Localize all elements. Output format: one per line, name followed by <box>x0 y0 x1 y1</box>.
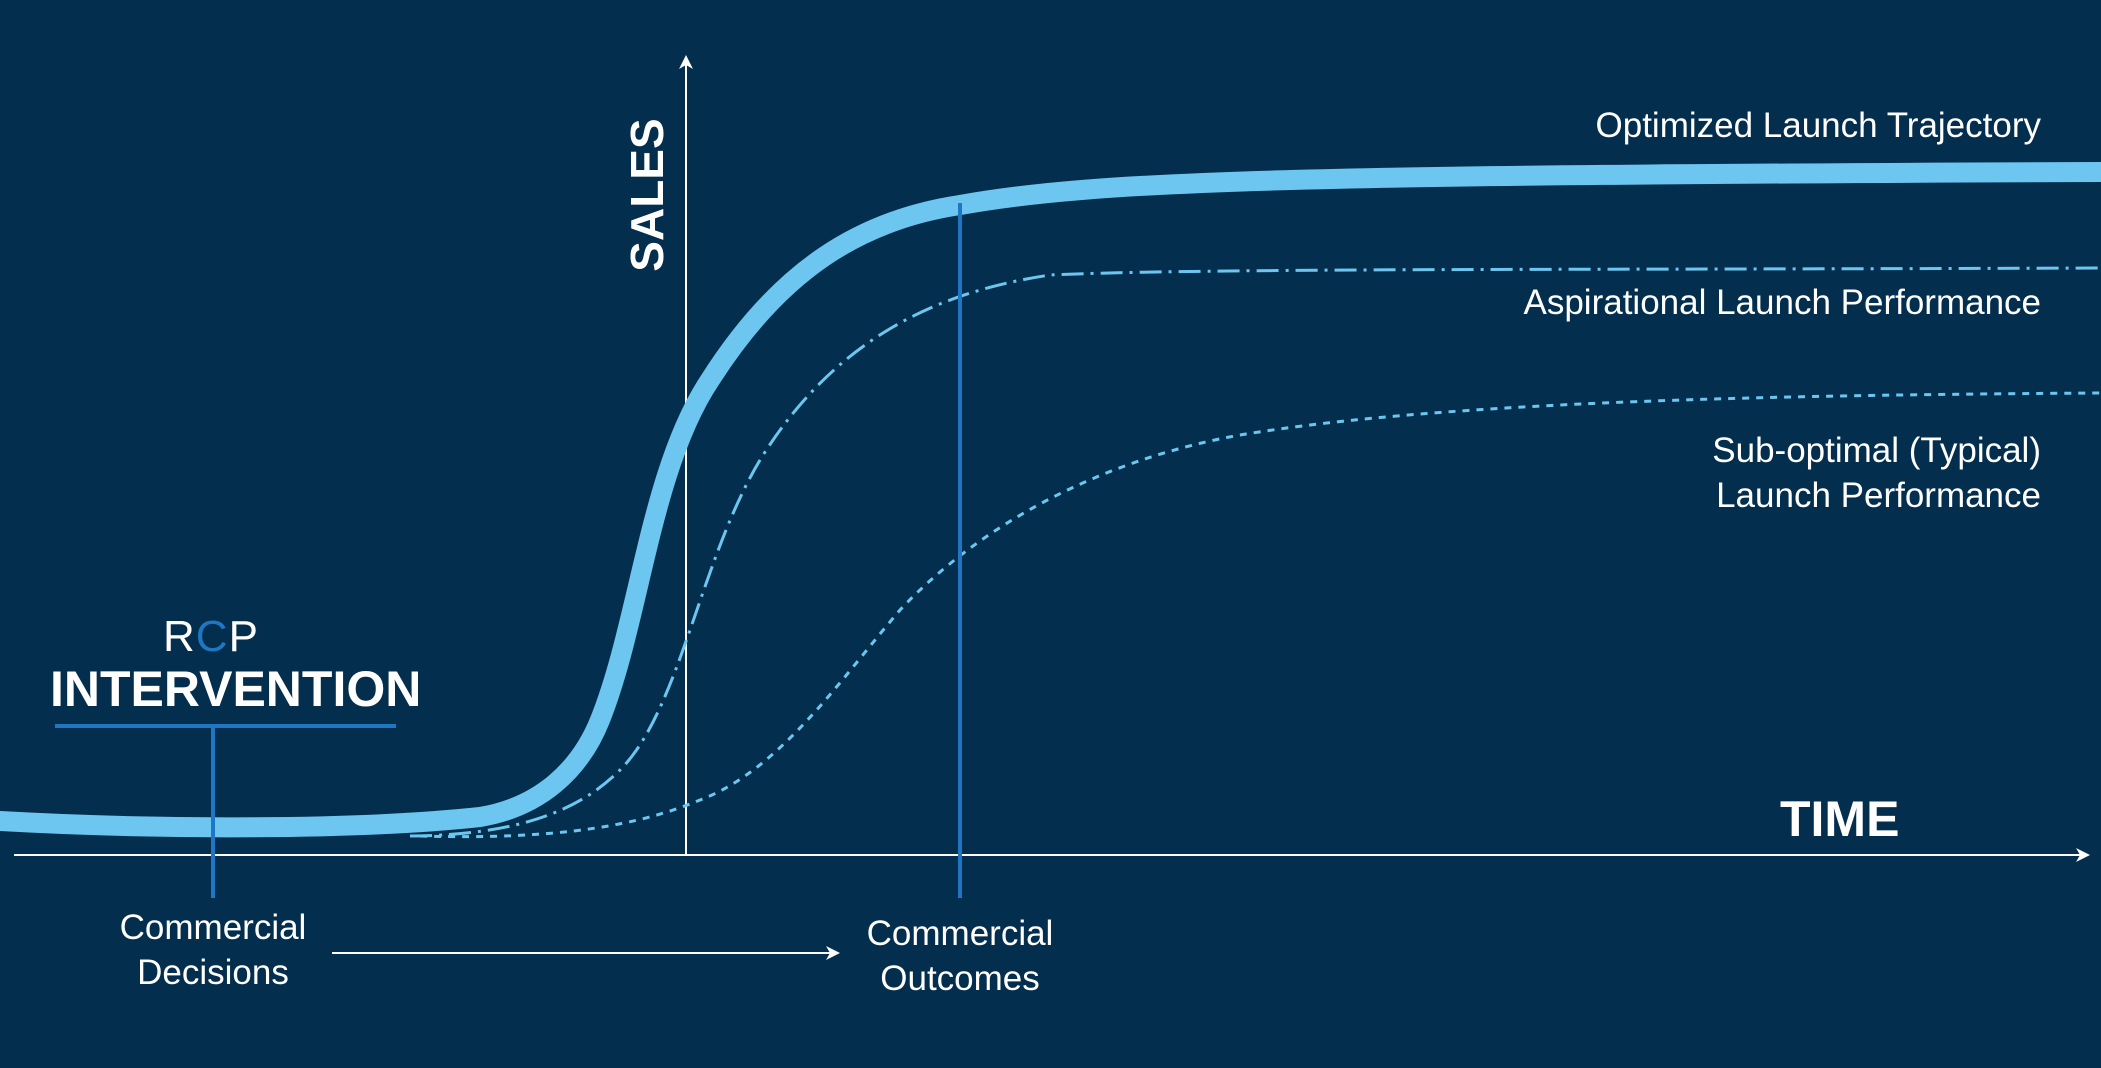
rcp-logo-c: C <box>195 612 229 661</box>
rcp-logo-r: R <box>163 612 196 661</box>
label-suboptimal-line-2: Launch Performance <box>1716 476 2041 515</box>
x-axis-label: TIME <box>1780 791 1900 847</box>
rcp-logo: RCP <box>163 612 259 662</box>
label-aspirational-line-1: Aspirational Launch Performance <box>1523 283 2041 322</box>
label-optimized-line-1: Optimized Launch Trajectory <box>1595 106 2041 145</box>
rcp-logo-p: P <box>228 612 259 661</box>
curve-suboptimal <box>419 391 2101 839</box>
label-optimized-trajectory: Optimized Launch Trajectory <box>1596 103 2041 148</box>
curve-optimized <box>0 162 2101 838</box>
decisions-line-2: Decisions <box>137 953 289 992</box>
outcomes-line-2: Outcomes <box>880 959 1040 998</box>
decisions-line-1: Commercial <box>119 908 307 947</box>
label-suboptimal-line-1: Sub-optimal (Typical) <box>1712 431 2041 470</box>
label-suboptimal-performance: Sub-optimal (Typical) Launch Performance <box>1712 428 2041 518</box>
commercial-outcomes-label: Commercial Outcomes <box>850 911 1070 1001</box>
outcomes-line-1: Commercial <box>866 914 1054 953</box>
curve-aspirational <box>409 266 2101 838</box>
intervention-title: INTERVENTION <box>50 661 422 717</box>
y-axis-label: SALES <box>612 115 682 275</box>
label-aspirational-performance: Aspirational Launch Performance <box>1523 280 2041 325</box>
commercial-decisions-label: Commercial Decisions <box>103 905 323 995</box>
y-axis-label-text: SALES <box>621 118 673 272</box>
